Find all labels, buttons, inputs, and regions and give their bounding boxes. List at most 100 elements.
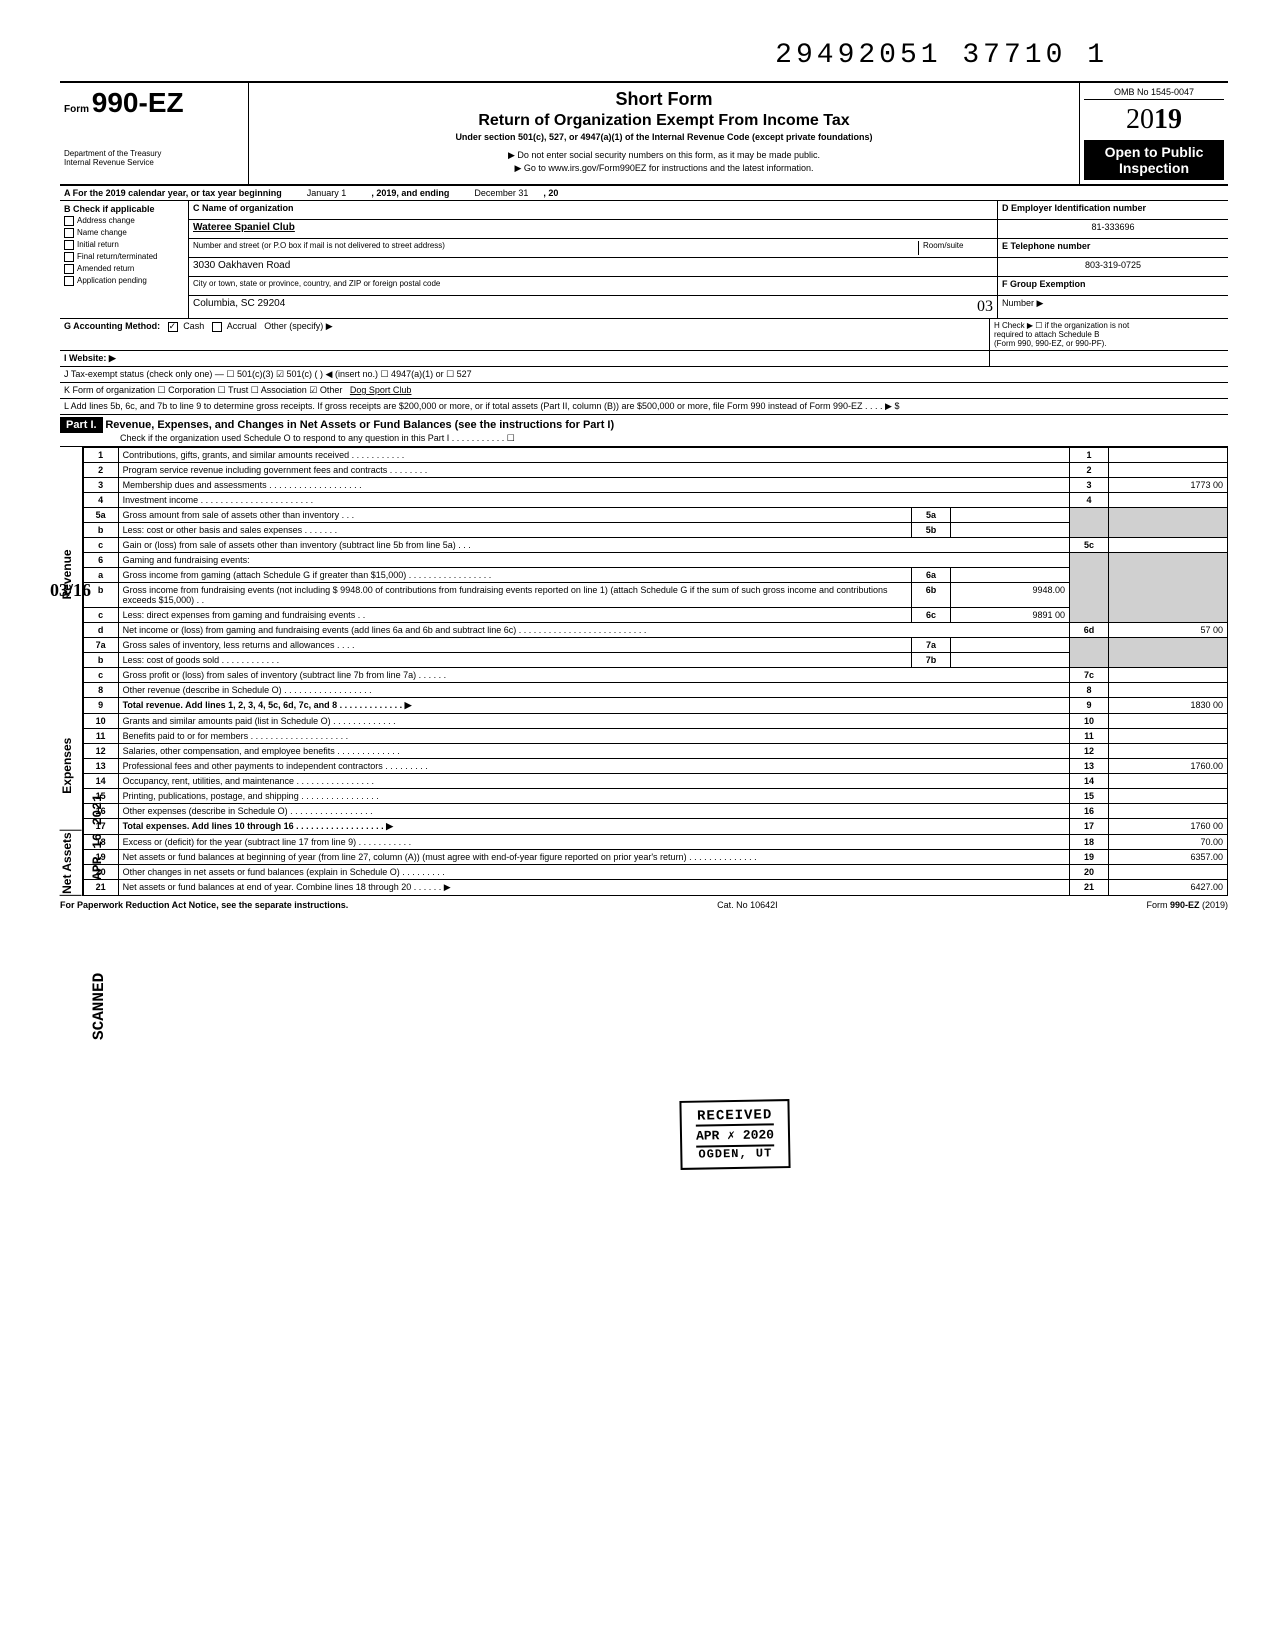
- footer-left: For Paperwork Reduction Act Notice, see …: [60, 900, 348, 910]
- form-id-box: Form 990-EZ Department of the Treasury I…: [60, 83, 249, 184]
- street: 3030 Oakhaven Road: [193, 260, 290, 271]
- line-2: 2Program service revenue including gover…: [83, 463, 1227, 478]
- line-1: 1Contributions, gifts, grants, and simil…: [83, 448, 1227, 463]
- footer-right: Form 990-EZ (2019): [1146, 900, 1228, 910]
- city: Columbia, SC 29204: [193, 298, 285, 316]
- line-5b: bLess: cost or other basis and sales exp…: [83, 523, 1227, 538]
- line-6b: bGross income from fundraising events (n…: [83, 583, 1227, 608]
- received-r2: APR ✗ 2020: [696, 1125, 774, 1145]
- chk-amended[interactable]: Amended return: [64, 263, 184, 275]
- chk-initial[interactable]: Initial return: [64, 239, 184, 251]
- form-prefix: Form: [64, 104, 89, 115]
- doc-number: 29492051 37710 1: [60, 40, 1228, 71]
- dept-treasury: Department of the Treasury: [64, 149, 244, 158]
- blocks-def: D Employer Identification number 81-3336…: [998, 201, 1228, 318]
- block-b-heading: B Check if applicable: [64, 203, 184, 215]
- block-e-label: E Telephone number: [1002, 241, 1090, 251]
- line-7a: 7aGross sales of inventory, less returns…: [83, 638, 1227, 653]
- block-i-label: I Website: ▶: [64, 353, 116, 363]
- chk-accrual[interactable]: [212, 322, 222, 332]
- chk-name[interactable]: Name change: [64, 227, 184, 239]
- subtitle: Under section 501(c), 527, or 4947(a)(1)…: [259, 132, 1069, 142]
- part1-title: Revenue, Expenses, and Changes in Net As…: [105, 419, 614, 431]
- block-j: J Tax-exempt status (check only one) — ☐…: [60, 367, 1228, 383]
- line-6c: cLess: direct expenses from gaming and f…: [83, 608, 1227, 623]
- received-r1: RECEIVED: [696, 1107, 774, 1126]
- footer-mid: Cat. No 10642I: [717, 900, 778, 910]
- block-a: A For the 2019 calendar year, or tax yea…: [60, 186, 1228, 201]
- open-public: Open to Public Inspection: [1084, 140, 1224, 180]
- line-21: 21Net assets or fund balances at end of …: [83, 880, 1227, 896]
- form-number: 990-EZ: [92, 87, 184, 118]
- block-l: L Add lines 5b, 6c, and 7b to line 9 to …: [60, 399, 1228, 415]
- year-box: OMB No 1545-0047 2019 Open to Public Ins…: [1080, 83, 1228, 184]
- block-b: B Check if applicable Address change Nam…: [60, 201, 189, 318]
- line-14: 14Occupancy, rent, utilities, and mainte…: [83, 774, 1227, 789]
- block-c-label: C Name of organization: [193, 203, 294, 213]
- handwrite-03: 03: [977, 298, 993, 316]
- block-h-3: (Form 990, 990-EZ, or 990-PF).: [994, 339, 1224, 348]
- year-prefix: 20: [1126, 104, 1154, 135]
- block-a-label: A For the 2019 calendar year, or tax yea…: [64, 188, 282, 198]
- line-5a: 5aGross amount from sale of assets other…: [83, 508, 1227, 523]
- line-12: 12Salaries, other compensation, and empl…: [83, 744, 1227, 759]
- side-revenue: Revenue: [60, 447, 82, 702]
- block-l-text: L Add lines 5b, 6c, and 7b to line 9 to …: [64, 401, 899, 411]
- open-line2: Inspection: [1086, 160, 1222, 176]
- block-c: C Name of organization Wateree Spaniel C…: [189, 201, 998, 318]
- line-20: 20Other changes in net assets or fund ba…: [83, 865, 1227, 880]
- org-name: Wateree Spaniel Club: [193, 222, 295, 233]
- part1-header: Part I. Revenue, Expenses, and Changes i…: [60, 415, 1228, 447]
- room-label: Room/suite: [918, 241, 993, 255]
- footer: For Paperwork Reduction Act Notice, see …: [60, 896, 1228, 910]
- phone: 803-319-0725: [1085, 260, 1141, 270]
- block-k: K Form of organization ☐ Corporation ☐ T…: [60, 383, 1228, 399]
- chk-cash[interactable]: [168, 322, 178, 332]
- block-a-suffix: , 20: [543, 188, 558, 198]
- line-10: 10Grants and similar amounts paid (list …: [83, 714, 1227, 729]
- chk-address[interactable]: Address change: [64, 215, 184, 227]
- block-a-mid: , 2019, and ending: [371, 188, 449, 198]
- line-6: 6Gaming and fundraising events:: [83, 553, 1227, 568]
- line-5c: cGain or (loss) from sale of assets othe…: [83, 538, 1227, 553]
- note-url: ▶ Go to www.irs.gov/Form990EZ for instru…: [259, 163, 1069, 174]
- chk-final[interactable]: Final return/terminated: [64, 251, 184, 263]
- line-7b: bLess: cost of goods sold . . . . . . . …: [83, 653, 1227, 668]
- ein: 81-333696: [1091, 222, 1134, 232]
- form-header: Form 990-EZ Department of the Treasury I…: [60, 81, 1228, 186]
- line-16: 16Other expenses (describe in Schedule O…: [83, 804, 1227, 819]
- lines-table: 1Contributions, gifts, grants, and simil…: [83, 447, 1228, 896]
- line-7c: cGross profit or (loss) from sales of in…: [83, 668, 1227, 683]
- part1-body: Revenue Expenses Net Assets 1Contributio…: [60, 447, 1228, 896]
- line-13: 13Professional fees and other payments t…: [83, 759, 1227, 774]
- line-4: 4Investment income . . . . . . . . . . .…: [83, 493, 1227, 508]
- chk-pending[interactable]: Application pending: [64, 275, 184, 287]
- block-d-label: D Employer Identification number: [1002, 203, 1146, 213]
- line-18: 18Excess or (deficit) for the year (subt…: [83, 835, 1227, 850]
- line-15: 15Printing, publications, postage, and s…: [83, 789, 1227, 804]
- year-bold: 19: [1154, 104, 1182, 135]
- line-3: 3Membership dues and assessments . . . .…: [83, 478, 1227, 493]
- addr-label: Number and street (or P.O box if mail is…: [193, 241, 918, 255]
- scanned-stamp: SCANNED: [90, 973, 108, 1040]
- part1-check: Check if the organization used Schedule …: [60, 433, 1228, 444]
- line-9: 9Total revenue. Add lines 1, 2, 3, 4, 5c…: [83, 698, 1227, 714]
- received-stamp: RECEIVED APR ✗ 2020 OGDEN, UT: [679, 1099, 790, 1170]
- line-17: 17Total expenses. Add lines 10 through 1…: [83, 819, 1227, 835]
- title-return: Return of Organization Exempt From Incom…: [259, 112, 1069, 130]
- omb-number: OMB No 1545-0047: [1084, 87, 1224, 100]
- side-labels: Revenue Expenses Net Assets: [60, 447, 83, 896]
- block-g-label: G Accounting Method:: [64, 321, 160, 331]
- city-label: City or town, state or province, country…: [193, 279, 440, 288]
- block-a-end: December 31: [474, 188, 528, 198]
- open-line1: Open to Public: [1086, 144, 1222, 160]
- side-netassets: Net Assets: [60, 831, 82, 896]
- received-r3: OGDEN, UT: [696, 1144, 774, 1161]
- block-h: H Check ▶ ☐ if the organization is not r…: [990, 319, 1228, 350]
- apr-stamp: APR 16 2021: [90, 794, 105, 880]
- block-h-1: H Check ▶ ☐ if the organization is not: [994, 321, 1224, 330]
- side-expenses: Expenses: [60, 702, 82, 831]
- block-a-begin: January 1: [307, 188, 347, 198]
- line-6d: dNet income or (loss) from gaming and fu…: [83, 623, 1227, 638]
- block-i: I Website: ▶: [60, 351, 1228, 367]
